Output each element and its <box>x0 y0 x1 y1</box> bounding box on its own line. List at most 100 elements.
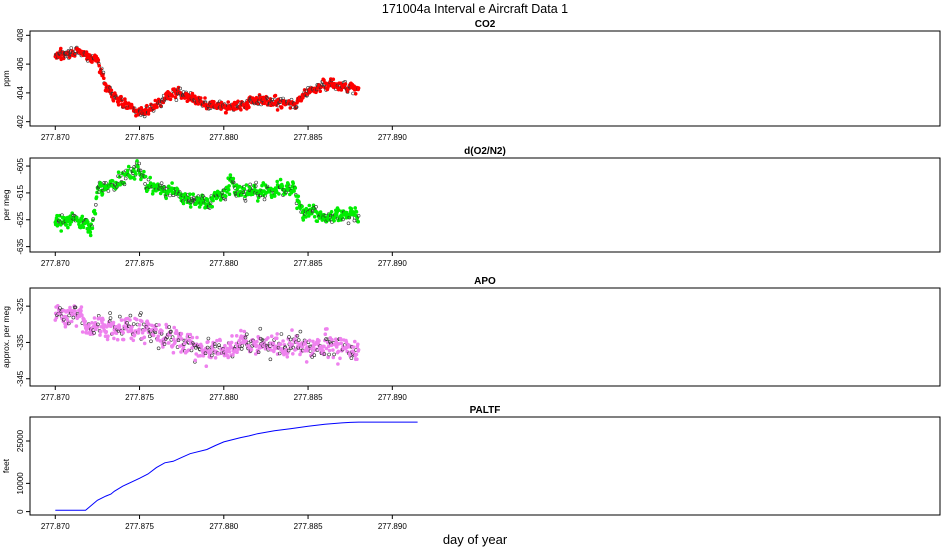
data-point <box>112 336 116 341</box>
panel-title: d(O2/N2) <box>464 146 506 157</box>
data-point <box>63 324 68 329</box>
data-point <box>118 314 122 319</box>
data-point <box>294 105 299 109</box>
data-point <box>126 168 130 173</box>
data-point <box>170 181 174 185</box>
panel-title: APO <box>474 276 496 287</box>
data-point <box>265 184 270 189</box>
data-point <box>61 317 66 322</box>
data-point <box>164 196 168 201</box>
data-point <box>191 192 195 196</box>
data-point <box>94 203 98 207</box>
data-point <box>331 348 335 352</box>
x-tick-label: 277.885 <box>294 522 323 531</box>
data-point <box>353 92 358 96</box>
data-point <box>280 184 285 188</box>
data-point <box>55 303 60 308</box>
data-point <box>147 322 151 327</box>
x-tick-label: 277.890 <box>378 393 407 402</box>
data-point <box>315 219 320 223</box>
data-point <box>176 85 181 90</box>
data-point <box>91 217 95 221</box>
data-point <box>307 203 312 208</box>
data-point <box>195 335 199 340</box>
data-point <box>291 345 296 350</box>
data-point <box>304 360 309 364</box>
data-point <box>254 180 258 185</box>
data-point <box>354 352 359 357</box>
x-tick-label: 277.870 <box>41 259 70 268</box>
data-point <box>188 332 193 337</box>
data-point <box>167 325 171 329</box>
data-point <box>160 329 164 333</box>
data-point <box>134 172 138 176</box>
data-point <box>255 199 260 203</box>
x-tick-label: 277.885 <box>294 133 323 142</box>
data-point <box>90 320 94 325</box>
data-point <box>61 56 66 61</box>
data-point <box>217 343 221 348</box>
data-point <box>248 187 253 192</box>
data-point <box>274 336 279 341</box>
data-point <box>111 320 116 325</box>
data-point <box>121 337 126 342</box>
data-point <box>239 334 244 339</box>
data-point <box>69 46 74 50</box>
data-point <box>327 348 332 353</box>
data-point <box>181 345 186 349</box>
data-point <box>230 334 234 338</box>
data-point <box>170 94 175 98</box>
data-point <box>164 322 168 327</box>
y-axis-label: per meg <box>1 189 11 220</box>
data-point <box>128 318 132 322</box>
data-point <box>92 208 97 213</box>
data-point <box>248 182 252 187</box>
data-point <box>339 337 343 342</box>
data-point <box>137 161 141 166</box>
data-point <box>172 325 176 330</box>
data-point <box>169 329 173 334</box>
data-point <box>278 177 283 182</box>
data-point <box>97 316 101 321</box>
data-point <box>142 335 147 340</box>
data-point <box>92 316 97 320</box>
data-point <box>330 337 334 342</box>
data-point <box>203 351 208 356</box>
data-point <box>229 340 234 345</box>
data-point <box>99 66 104 71</box>
y-tick-label: -605 <box>16 158 25 175</box>
data-point <box>158 191 163 196</box>
data-point <box>79 308 83 313</box>
data-point <box>226 355 230 360</box>
data-point <box>183 192 187 196</box>
data-point <box>275 179 280 184</box>
data-point <box>129 336 133 341</box>
data-point <box>258 326 263 331</box>
plot-frame <box>29 30 941 127</box>
y-tick-label: 0 <box>16 509 25 514</box>
data-point <box>291 181 296 186</box>
data-point <box>355 342 360 347</box>
data-point <box>231 176 236 181</box>
data-point <box>336 349 341 354</box>
data-point <box>261 181 266 185</box>
data-point <box>215 195 220 200</box>
data-point <box>234 333 239 338</box>
data-point <box>318 89 323 93</box>
data-point <box>345 349 350 354</box>
data-point <box>295 340 299 345</box>
data-point <box>331 77 336 82</box>
data-point <box>301 218 306 222</box>
y-tick-label: -335 <box>16 334 25 351</box>
data-point <box>179 350 183 354</box>
data-point <box>310 355 315 359</box>
data-point <box>235 350 239 355</box>
data-point <box>80 330 85 334</box>
data-point <box>355 357 359 362</box>
data-point <box>277 351 282 356</box>
data-point <box>309 346 314 351</box>
data-point <box>321 349 326 353</box>
data-point <box>333 337 338 342</box>
y-tick-label: 404 <box>16 86 25 100</box>
x-tick-label: 277.875 <box>125 522 154 531</box>
